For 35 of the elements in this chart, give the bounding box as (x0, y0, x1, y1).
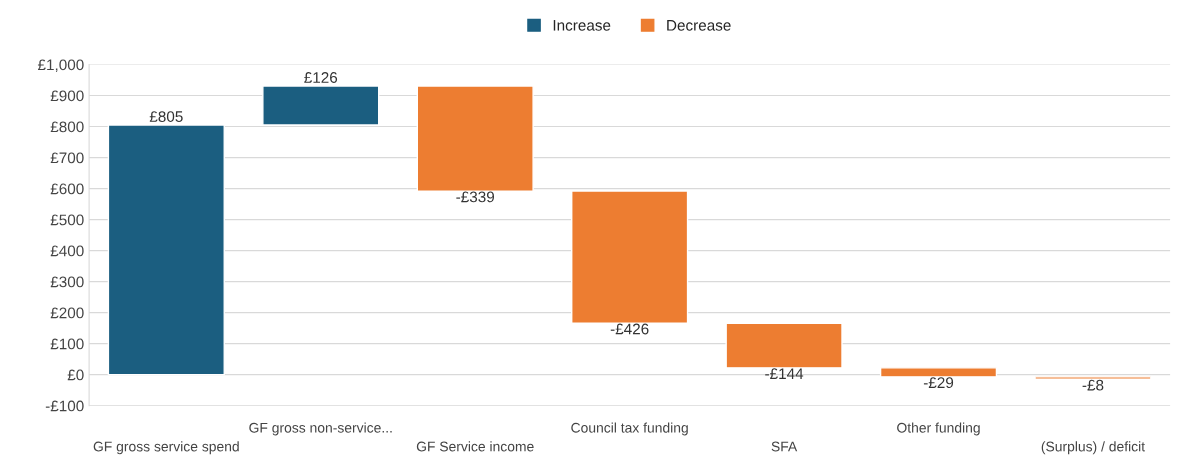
x-tick-label: (Surplus) / deficit (1041, 441, 1145, 455)
y-tick-label: £800 (50, 121, 84, 133)
bar (107, 124, 225, 376)
y-tick-label: £700 (50, 152, 84, 164)
legend-label: Decrease (667, 20, 731, 31)
y-tick-label: £600 (50, 183, 84, 195)
y-tick-label: £900 (50, 90, 84, 102)
x-tick-label: GF Service income (416, 441, 534, 452)
y-tick-label: £400 (50, 245, 84, 257)
data-label: -£426 (610, 323, 649, 335)
x-tick-label: GF gross service spend (93, 441, 239, 455)
data-label: £805 (149, 111, 183, 122)
bar (725, 322, 843, 369)
data-label: £126 (304, 72, 338, 83)
x-tick-label: GF gross non-service... (249, 422, 392, 436)
data-label: -£339 (456, 191, 495, 203)
bar (1034, 376, 1152, 381)
data-label: -£8 (1082, 379, 1104, 391)
x-tick-label: Other funding (897, 422, 980, 436)
bar (262, 85, 380, 126)
bar (571, 190, 689, 324)
y-tick-label: £200 (50, 307, 84, 319)
data-label: -£29 (923, 377, 954, 389)
data-label: -£144 (765, 368, 804, 379)
y-tick-label: -£100 (45, 400, 84, 412)
y-tick-label: £300 (50, 276, 84, 288)
bar (416, 85, 534, 192)
x-tick-label: Council tax funding (571, 422, 688, 436)
bar (879, 367, 998, 378)
y-tick-label: £1,000 (37, 59, 84, 73)
y-tick-label: £100 (50, 338, 84, 350)
y-tick-label: £500 (50, 214, 84, 226)
x-tick-label: SFA (771, 441, 798, 452)
legend-label: Increase (553, 20, 611, 31)
y-tick-label: £0 (67, 369, 84, 381)
